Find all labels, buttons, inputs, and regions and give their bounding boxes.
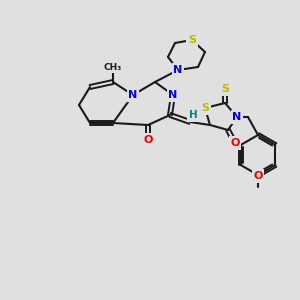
- Text: S: S: [221, 84, 229, 94]
- Text: N: N: [232, 112, 242, 122]
- Text: S: S: [201, 103, 209, 113]
- Text: O: O: [230, 138, 240, 148]
- Text: O: O: [143, 135, 153, 145]
- Text: N: N: [128, 90, 138, 100]
- Text: S: S: [188, 35, 196, 45]
- Text: CH₃: CH₃: [104, 62, 122, 71]
- Text: O: O: [253, 171, 263, 181]
- Text: N: N: [168, 90, 178, 100]
- Text: N: N: [173, 65, 183, 75]
- Text: H: H: [189, 110, 197, 120]
